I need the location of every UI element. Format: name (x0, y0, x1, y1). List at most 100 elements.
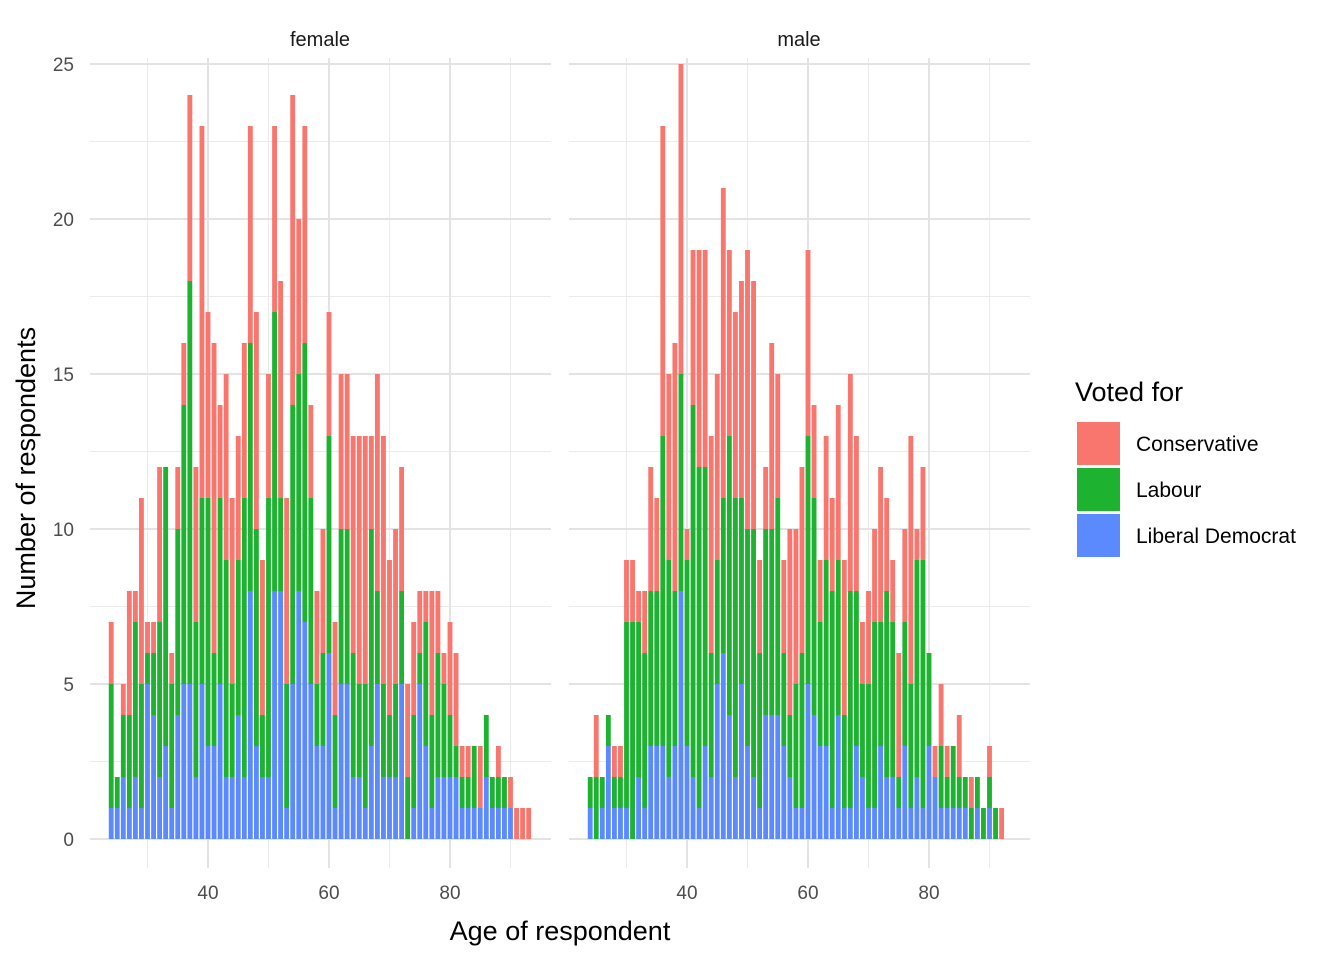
bar-conservative (145, 622, 150, 653)
bar-labour (841, 715, 847, 808)
bar-liberal-democrat (817, 746, 823, 839)
bar-conservative (805, 250, 811, 436)
bar-conservative (235, 436, 241, 560)
bar-labour (720, 498, 726, 653)
bar-labour (757, 653, 763, 808)
bar-conservative (399, 467, 405, 591)
bar-conservative (332, 622, 338, 715)
y-axis-ticks: 0 5 10 15 20 25 (53, 55, 74, 851)
bar-labour (393, 684, 398, 777)
bar-conservative (944, 746, 950, 777)
bar-labour (853, 591, 859, 746)
bar-labour (320, 653, 326, 746)
bar-liberal-democrat (120, 777, 126, 839)
x-tick-label: 60 (797, 883, 818, 904)
bar-liberal-democrat (805, 684, 811, 839)
legend-label-labour: Labour (1136, 479, 1201, 502)
bar-conservative (745, 250, 750, 529)
bar-labour (605, 715, 611, 746)
bar-conservative (624, 560, 629, 622)
bar-liberal-democrat (290, 684, 296, 839)
bar-liberal-democrat (465, 808, 471, 839)
bar-conservative (187, 95, 193, 281)
bar-conservative (199, 126, 205, 498)
bar-labour (211, 653, 217, 746)
bar-liberal-democrat (696, 808, 702, 839)
bar-labour (483, 715, 489, 777)
bar-labour (944, 777, 950, 808)
bar-labour (696, 467, 702, 808)
bar-labour (241, 498, 247, 777)
bar-liberal-democrat (720, 653, 726, 839)
bar-conservative (302, 126, 308, 343)
bar-conservative (956, 715, 962, 777)
bar-conservative (618, 746, 623, 777)
bar-liberal-democrat (914, 777, 920, 839)
bar-labour (630, 622, 635, 839)
x-axis-ticks: 40 60 80 40 60 80 (197, 883, 939, 904)
bar-conservative (459, 746, 465, 777)
bar-labour (926, 653, 932, 746)
bar-liberal-democrat (199, 684, 205, 839)
bar-conservative (362, 436, 368, 684)
bar-conservative (108, 622, 114, 684)
bar-liberal-democrat (302, 622, 308, 839)
bar-liberal-democrat (654, 746, 660, 839)
bar-conservative (866, 591, 871, 684)
bar-labour (338, 529, 344, 684)
bar-labour (453, 746, 459, 777)
bar-labour (654, 591, 660, 746)
bar-conservative (417, 591, 423, 653)
y-tick-label: 15 (53, 365, 74, 386)
bar-conservative (847, 374, 853, 591)
bar-labour (956, 777, 962, 808)
bar-liberal-democrat (374, 684, 380, 839)
bar-labour (860, 684, 865, 777)
bar-liberal-democrat (690, 777, 696, 839)
bar-liberal-democrat (950, 808, 956, 839)
bar-liberal-democrat (483, 777, 489, 839)
bar-conservative (284, 498, 290, 684)
bar-liberal-democrat (453, 777, 459, 839)
bar-conservative (672, 343, 678, 591)
bar-conservative (278, 281, 284, 498)
bar-labour (302, 343, 308, 622)
bar-liberal-democrat (587, 808, 593, 839)
bar-labour (726, 436, 732, 715)
bar-liberal-democrat (841, 808, 847, 839)
bar-conservative (253, 312, 259, 529)
bar-conservative (181, 343, 187, 405)
bar-conservative (411, 622, 417, 715)
bar-liberal-democrat (229, 777, 235, 839)
bar-labour (672, 591, 678, 746)
bar-conservative (720, 188, 726, 498)
bars-male (587, 64, 1005, 839)
bar-labour (914, 560, 920, 777)
bar-labour (163, 467, 169, 746)
bar-conservative (120, 684, 126, 715)
bar-liberal-democrat (714, 684, 720, 839)
bar-labour (187, 281, 193, 684)
bar-conservative (999, 808, 1005, 839)
bar-labour (193, 622, 199, 777)
bar-conservative (260, 560, 265, 715)
bar-conservative (296, 219, 302, 374)
bar-labour (151, 653, 156, 715)
bar-labour (381, 684, 386, 777)
bar-labour (690, 405, 696, 777)
bar-liberal-democrat (829, 808, 835, 839)
bar-labour (435, 653, 441, 777)
bar-conservative (902, 529, 908, 622)
bar-labour (314, 684, 320, 746)
bar-liberal-democrat (145, 684, 150, 839)
bar-labour (387, 715, 392, 777)
bar-conservative (241, 343, 247, 498)
bar-labour (405, 777, 411, 839)
bar-labour (411, 715, 417, 808)
bar-liberal-democrat (350, 777, 356, 839)
bar-labour (175, 529, 181, 715)
bar-labour (751, 529, 756, 777)
bar-labour (684, 560, 690, 746)
bar-liberal-democrat (938, 808, 944, 839)
